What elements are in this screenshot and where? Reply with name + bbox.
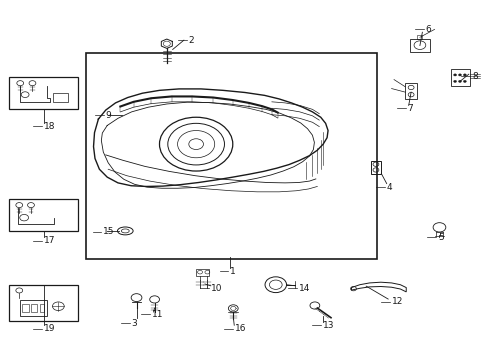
Text: 8: 8 bbox=[472, 72, 478, 81]
Bar bbox=[53, 93, 68, 102]
Bar bbox=[40, 304, 44, 312]
Text: 12: 12 bbox=[392, 297, 403, 306]
Text: 11: 11 bbox=[152, 310, 164, 319]
Text: 10: 10 bbox=[211, 284, 222, 293]
Circle shape bbox=[459, 80, 462, 82]
Bar bbox=[22, 304, 28, 312]
Text: 13: 13 bbox=[323, 321, 335, 330]
Text: 17: 17 bbox=[44, 237, 55, 246]
Text: 3: 3 bbox=[132, 319, 137, 328]
Circle shape bbox=[464, 80, 466, 82]
Bar bbox=[9, 199, 78, 231]
Bar bbox=[451, 69, 470, 86]
Bar bbox=[86, 53, 377, 259]
Text: 5: 5 bbox=[438, 233, 444, 242]
Circle shape bbox=[464, 74, 466, 76]
Text: 19: 19 bbox=[44, 324, 55, 333]
Bar bbox=[9, 285, 78, 320]
Bar bbox=[405, 83, 417, 99]
Text: 1: 1 bbox=[230, 267, 236, 276]
Polygon shape bbox=[351, 282, 406, 292]
Bar bbox=[196, 269, 209, 276]
Bar bbox=[31, 304, 37, 312]
Text: 18: 18 bbox=[44, 122, 55, 131]
Text: 16: 16 bbox=[235, 324, 247, 333]
Text: 9: 9 bbox=[106, 111, 112, 120]
Text: 7: 7 bbox=[408, 104, 414, 113]
Bar bbox=[417, 35, 422, 39]
Circle shape bbox=[459, 74, 462, 76]
Bar bbox=[20, 301, 47, 316]
Text: 15: 15 bbox=[103, 228, 115, 237]
Circle shape bbox=[454, 80, 457, 82]
Text: 2: 2 bbox=[189, 36, 195, 45]
Bar bbox=[370, 161, 381, 174]
Bar bbox=[9, 77, 78, 109]
Text: 14: 14 bbox=[299, 284, 310, 293]
Text: 4: 4 bbox=[387, 183, 392, 192]
Circle shape bbox=[454, 74, 457, 76]
Text: 6: 6 bbox=[426, 25, 432, 34]
Bar bbox=[410, 39, 430, 52]
